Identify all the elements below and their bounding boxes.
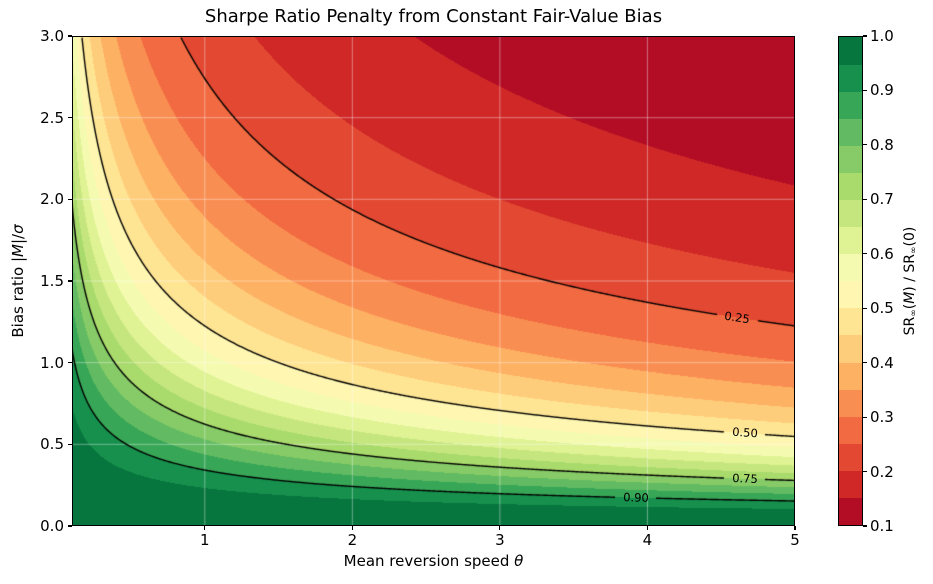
cb-label-paren2: (0) bbox=[902, 226, 918, 247]
colorbar-tick-label: 0.8 bbox=[870, 135, 894, 154]
m-symbol: M bbox=[9, 244, 27, 257]
x-tick-label: 5 bbox=[790, 531, 800, 549]
colorbar-band bbox=[839, 280, 862, 309]
colorbar-band bbox=[839, 253, 862, 282]
colorbar bbox=[838, 36, 863, 526]
colorbar-band bbox=[839, 362, 862, 390]
cb-label-sr2: ) / SR bbox=[902, 253, 918, 292]
y-tick-mark bbox=[68, 280, 72, 282]
colorbar-band bbox=[839, 334, 862, 363]
x-axis-label: Mean reversion speed θ bbox=[72, 551, 795, 571]
contour-label: 0.50 bbox=[731, 424, 759, 441]
contour-label: 0.90 bbox=[622, 489, 649, 505]
colorbar-band bbox=[839, 91, 862, 119]
x-tick-label: 2 bbox=[347, 531, 358, 549]
x-tick-mark bbox=[204, 526, 206, 530]
colorbar-tick-label: 0.1 bbox=[870, 517, 894, 535]
y-axis-label: Bias ratio |M|/σ bbox=[8, 201, 28, 361]
y-tick-mark bbox=[68, 525, 72, 527]
colorbar-band bbox=[839, 172, 862, 201]
colorbar-band bbox=[839, 64, 862, 92]
x-tick-mark bbox=[646, 526, 649, 530]
colorbar-tick-label: 0.9 bbox=[870, 81, 894, 100]
x-tick-label: 3 bbox=[495, 531, 505, 549]
x-tick-mark bbox=[794, 526, 796, 530]
colorbar-tick-mark bbox=[863, 253, 867, 255]
colorbar-band bbox=[839, 226, 862, 255]
y-tick-mark bbox=[68, 117, 72, 119]
colorbar-band bbox=[839, 443, 862, 471]
y-tick-label: 2.0 bbox=[40, 190, 64, 209]
colorbar-tick-mark bbox=[863, 198, 867, 200]
y-axis-label-text2: |/ bbox=[9, 233, 27, 245]
x-tick-label: 1 bbox=[200, 531, 210, 549]
colorbar-band bbox=[839, 145, 862, 173]
colorbar-band bbox=[839, 37, 862, 65]
sigma-symbol: σ bbox=[9, 224, 27, 234]
cb-label-m-symbol: M bbox=[902, 291, 918, 304]
x-tick-mark bbox=[499, 526, 501, 530]
colorbar-tick-label: 0.3 bbox=[870, 408, 894, 427]
colorbar-tick-label: 0.7 bbox=[870, 190, 894, 209]
y-tick-label: 2.5 bbox=[40, 108, 64, 127]
chart-title: Sharpe Ratio Penalty from Constant Fair-… bbox=[204, 6, 663, 27]
y-tick-label: 0.5 bbox=[40, 435, 64, 454]
colorbar-tick-mark bbox=[863, 470, 867, 473]
colorbar-band bbox=[839, 470, 862, 498]
y-tick-label: 0.0 bbox=[40, 517, 64, 535]
x-tick-mark bbox=[351, 526, 353, 530]
colorbar-tick-label: 0.5 bbox=[870, 299, 894, 318]
colorbar-tick-label: 1.0 bbox=[870, 27, 894, 45]
colorbar-tick-mark bbox=[863, 144, 867, 146]
colorbar-tick-mark bbox=[863, 416, 867, 418]
colorbar-band bbox=[839, 416, 862, 444]
contour-label: 0.75 bbox=[731, 470, 758, 486]
theta-symbol: θ bbox=[514, 552, 524, 570]
y-tick-label: 3.0 bbox=[40, 27, 64, 45]
infinity-subscript-2: ∞ bbox=[909, 246, 919, 254]
colorbar-band bbox=[839, 118, 862, 146]
x-tick-label: 4 bbox=[642, 531, 653, 549]
colorbar-band bbox=[839, 199, 862, 228]
colorbar-tick-mark bbox=[863, 525, 867, 527]
y-axis-label-text: Bias ratio | bbox=[9, 256, 27, 338]
colorbar-tick-mark bbox=[863, 307, 867, 309]
y-tick-mark bbox=[68, 362, 72, 364]
y-tick-label: 1.0 bbox=[40, 353, 64, 372]
colorbar-tick-label: 0.2 bbox=[870, 462, 894, 481]
colorbar-tick-mark bbox=[863, 35, 867, 37]
infinity-subscript-1: ∞ bbox=[909, 309, 919, 317]
colorbar-band bbox=[839, 307, 862, 336]
x-axis-label-text: Mean reversion speed bbox=[343, 552, 515, 570]
colorbar-band bbox=[839, 389, 862, 417]
contour-plot-canvas bbox=[72, 36, 795, 526]
y-tick-label: 1.5 bbox=[40, 272, 64, 290]
cb-label-paren1: ( bbox=[902, 303, 918, 310]
colorbar-tick-label: 0.4 bbox=[870, 353, 894, 372]
y-tick-mark bbox=[68, 443, 72, 445]
colorbar-tick-mark bbox=[863, 89, 867, 92]
y-tick-mark bbox=[68, 198, 72, 200]
colorbar-label: SR∞(M) / SR∞(0) bbox=[900, 196, 920, 366]
colorbar-band bbox=[839, 497, 862, 526]
cb-label-sr1: SR bbox=[902, 316, 918, 336]
y-tick-mark bbox=[68, 35, 72, 37]
colorbar-tick-mark bbox=[863, 362, 867, 364]
colorbar-tick-label: 0.6 bbox=[870, 244, 894, 263]
